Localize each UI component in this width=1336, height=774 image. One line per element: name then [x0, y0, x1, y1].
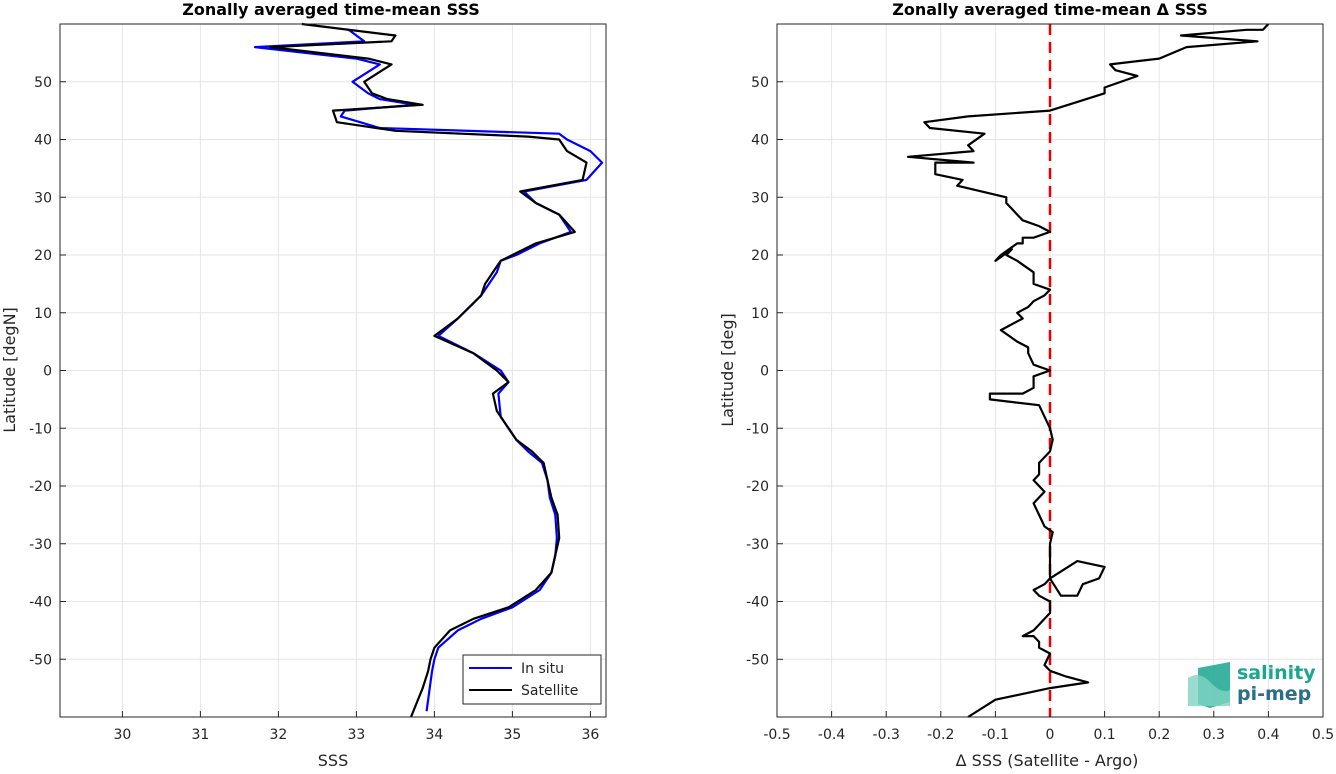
left-y-axis-label: Latitude [degN] [0, 307, 19, 433]
x-tick-label: -0.1 [982, 727, 1009, 743]
right-lines [906, 23, 1270, 718]
y-tick-label: 50 [751, 75, 769, 91]
left-panel: Zonally averaged time-mean SSS 30 31 32 33 3… [0, 0, 607, 770]
x-tick-label: -0.5 [763, 727, 790, 743]
x-tick-label: 34 [425, 727, 443, 743]
legend-label-satellite: Satellite [521, 683, 578, 699]
x-tick-label: 31 [191, 727, 209, 743]
right-x-tick-labels: -0.5 -0.4 -0.3 -0.2 -0.1 0 0.1 0.2 0.3 0.4 0.5 [763, 727, 1334, 743]
right-chart-title: Zonally averaged time-mean Δ SSS [892, 0, 1208, 19]
y-tick-label: 50 [34, 75, 52, 91]
x-tick-label: 35 [503, 727, 521, 743]
series-line-delta-sss [906, 23, 1270, 718]
left-lines [253, 22, 604, 718]
y-tick-label: 10 [34, 306, 52, 322]
y-tick-label: 0 [760, 364, 769, 380]
left-chart-title: Zonally averaged time-mean SSS [182, 0, 480, 19]
logo-text-pi-mep: pi-mep [1237, 683, 1311, 705]
y-tick-label: 10 [751, 306, 769, 322]
x-tick-label: 0.1 [1093, 727, 1115, 743]
logo-wave-shape [1188, 675, 1230, 706]
x-tick-label: -0.4 [818, 727, 845, 743]
x-tick-label: 36 [581, 727, 599, 743]
x-tick-label: 33 [347, 727, 365, 743]
x-tick-label: 0 [1046, 727, 1055, 743]
right-x-axis-label: Δ SSS (Satellite - Argo) [956, 751, 1139, 770]
y-tick-label: 30 [34, 190, 52, 206]
x-tick-label: 30 [113, 727, 131, 743]
y-tick-label: 40 [751, 133, 769, 149]
y-tick-label: -50 [29, 652, 52, 668]
left-grid [60, 24, 606, 717]
x-tick-label: 0.3 [1203, 727, 1225, 743]
y-tick-label: -10 [746, 421, 769, 437]
right-y-tick-labels: -50 -40 -30 -20 -10 0 10 20 30 40 50 [746, 75, 769, 669]
y-tick-label: -30 [746, 537, 769, 553]
x-tick-label: 0.2 [1148, 727, 1170, 743]
y-tick-label: 20 [751, 248, 769, 264]
left-axes-frame [59, 23, 607, 718]
x-tick-label: 0.5 [1312, 727, 1334, 743]
legend-label-in-situ: In situ [521, 661, 564, 677]
right-panel: Zonally averaged time-mean Δ SSS -0.5 -0.… [718, 0, 1334, 770]
x-tick-label: -0.3 [873, 727, 900, 743]
x-tick-label: 0.4 [1257, 727, 1279, 743]
y-tick-label: 20 [34, 248, 52, 264]
x-tick-label: -0.2 [927, 727, 954, 743]
x-tick-label: 32 [269, 727, 287, 743]
right-axes-frame [776, 23, 1324, 718]
y-tick-label: 40 [34, 133, 52, 149]
left-y-tick-labels: -50 -40 -30 -20 -10 0 10 20 30 40 50 [29, 75, 52, 669]
series-line-satellite [269, 22, 588, 718]
y-tick-label: -40 [29, 595, 52, 611]
legend: In situ Satellite [462, 654, 602, 705]
legend-box [462, 654, 602, 705]
y-tick-label: -30 [29, 537, 52, 553]
y-tick-label: -50 [746, 652, 769, 668]
left-x-tick-labels: 30 31 32 33 34 35 36 [113, 727, 599, 743]
left-x-axis-label: SSS [318, 751, 348, 770]
logo-text-salinity: salinity [1237, 662, 1316, 684]
y-tick-label: 30 [751, 190, 769, 206]
y-tick-label: -10 [29, 421, 52, 437]
salinity-pi-mep-logo: salinity pi-mep [1188, 662, 1316, 708]
y-tick-label: -20 [746, 479, 769, 495]
y-tick-label: -20 [29, 479, 52, 495]
right-y-axis-label: Latitude [deg] [718, 313, 737, 427]
y-tick-label: 0 [43, 364, 52, 380]
y-tick-label: -40 [746, 595, 769, 611]
